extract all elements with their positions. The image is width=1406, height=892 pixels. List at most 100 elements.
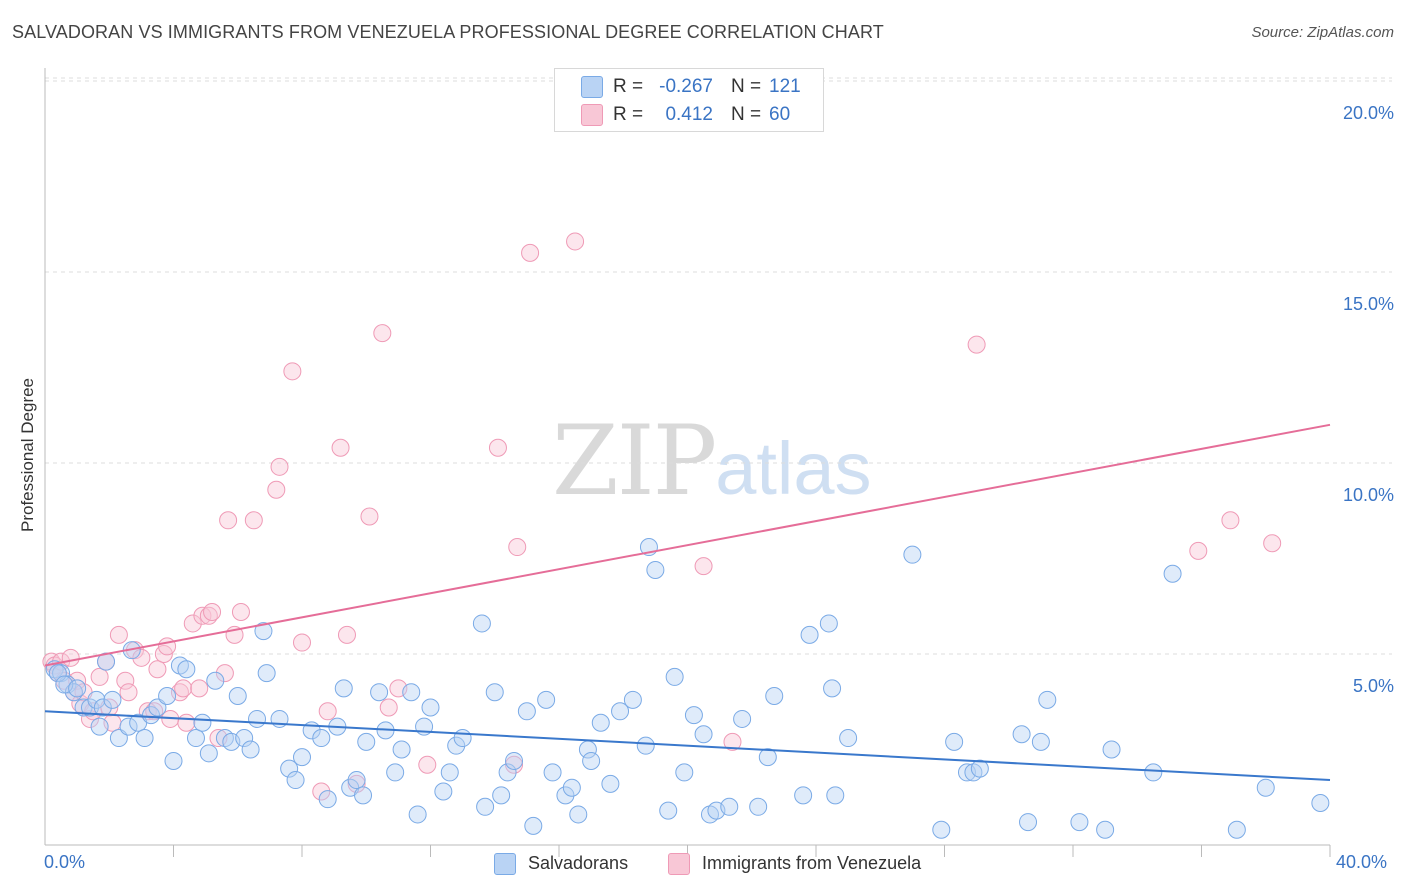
point-venezuela (1221, 511, 1240, 530)
point-salvadoran (408, 805, 427, 824)
point-salvadoran (434, 782, 453, 801)
n-value: 121 (769, 76, 801, 97)
point-salvadoran (659, 801, 678, 820)
point-salvadoran (293, 748, 311, 767)
point-venezuela (293, 633, 311, 652)
point-salvadoran (286, 771, 305, 790)
point-salvadoran (354, 786, 373, 805)
point-venezuela (508, 538, 527, 557)
point-salvadoran (839, 729, 858, 748)
point-venezuela (183, 614, 202, 633)
x-tick-max: 40.0% (1336, 852, 1388, 872)
point-salvadoran (386, 763, 405, 782)
point-venezuela (215, 664, 234, 683)
point-salvadoran (1311, 793, 1330, 812)
point-salvadoran (601, 774, 620, 793)
point-salvadoran (1144, 763, 1163, 782)
point-salvadoran (646, 560, 665, 579)
point-venezuela (505, 755, 524, 774)
point-salvadoran (472, 614, 491, 633)
point-salvadoran (254, 622, 273, 641)
point-salvadoran (87, 690, 106, 709)
point-salvadoran (1096, 820, 1115, 839)
point-salvadoran (665, 667, 684, 686)
point-salvadoran (1102, 740, 1121, 759)
point-salvadoran (476, 797, 495, 816)
n-label: N = (731, 76, 762, 97)
point-venezuela (270, 457, 289, 476)
y-tick-label: 20.0% (1342, 103, 1394, 123)
r-value: 0.412 (665, 104, 713, 125)
watermark-atlas: atlas (715, 427, 872, 510)
point-venezuela (488, 438, 507, 457)
point-salvadoran (720, 797, 739, 816)
point-salvadoran (684, 706, 703, 725)
x-tick-min: 0.0% (44, 852, 86, 872)
point-salvadoran (312, 729, 331, 748)
stats-legend: R = -0.267 N = 121 R = 0.412 N = 60 (554, 68, 824, 132)
stats-row-venezuela: R = 0.412 N = 60 (555, 101, 823, 129)
point-salvadoran (241, 740, 260, 759)
point-salvadoran (48, 664, 67, 683)
legend-swatch-blue (494, 853, 516, 875)
point-salvadoran (402, 683, 421, 702)
point-venezuela (267, 480, 286, 499)
point-salvadoran (103, 690, 122, 709)
point-venezuela (148, 660, 167, 679)
point-salvadoran (1012, 725, 1031, 744)
point-salvadoran (749, 797, 768, 816)
point-venezuela (193, 606, 212, 625)
series-salvadorans-points (45, 538, 1330, 839)
point-venezuela (203, 602, 222, 621)
point-salvadoran (733, 709, 752, 728)
point-salvadoran (119, 717, 138, 736)
point-venezuela (337, 625, 356, 644)
point-salvadoran (765, 687, 784, 706)
point-salvadoran (826, 786, 845, 805)
legend-label: Immigrants from Venezuela (702, 853, 922, 873)
point-venezuela (244, 511, 263, 530)
point-venezuela (1189, 541, 1208, 560)
point-salvadoran (318, 790, 337, 809)
point-salvadoran (945, 732, 964, 751)
point-venezuela (521, 243, 540, 262)
point-venezuela (283, 362, 302, 381)
point-venezuela (331, 438, 350, 457)
point-salvadoran (177, 660, 196, 679)
point-venezuela (231, 602, 250, 621)
y-axis-label: Professional Degree (18, 377, 37, 533)
point-venezuela (90, 667, 109, 686)
point-salvadoran (1019, 813, 1038, 832)
point-venezuela (318, 702, 337, 721)
point-salvadoran (164, 751, 183, 770)
point-salvadoran (235, 729, 254, 748)
point-salvadoran (1256, 778, 1275, 797)
point-salvadoran (562, 778, 581, 797)
watermark: ZIPatlas (552, 405, 872, 517)
point-venezuela (219, 511, 238, 530)
point-salvadoran (932, 820, 951, 839)
point-salvadoran (447, 736, 466, 755)
point-salvadoran (505, 751, 524, 770)
stats-swatch-blue (581, 76, 603, 98)
n-label: N = (731, 104, 762, 125)
point-venezuela (61, 648, 80, 667)
point-salvadoran (498, 763, 517, 782)
point-salvadoran (582, 751, 601, 770)
point-salvadoran (280, 759, 299, 778)
trend-line-salvadorans (44, 710, 1331, 782)
point-venezuela (174, 679, 193, 698)
point-salvadoran (453, 729, 472, 748)
point-venezuela (1263, 534, 1282, 553)
point-venezuela (119, 683, 138, 702)
point-salvadoran (819, 614, 838, 633)
point-salvadoran (357, 732, 376, 751)
point-venezuela (132, 648, 151, 667)
point-venezuela (373, 324, 392, 343)
stats-row-salvadorans: R = -0.267 N = 121 (555, 73, 823, 101)
point-salvadoran (80, 698, 99, 717)
point-venezuela (158, 637, 177, 656)
point-salvadoran (1227, 820, 1246, 839)
point-venezuela (418, 755, 437, 774)
